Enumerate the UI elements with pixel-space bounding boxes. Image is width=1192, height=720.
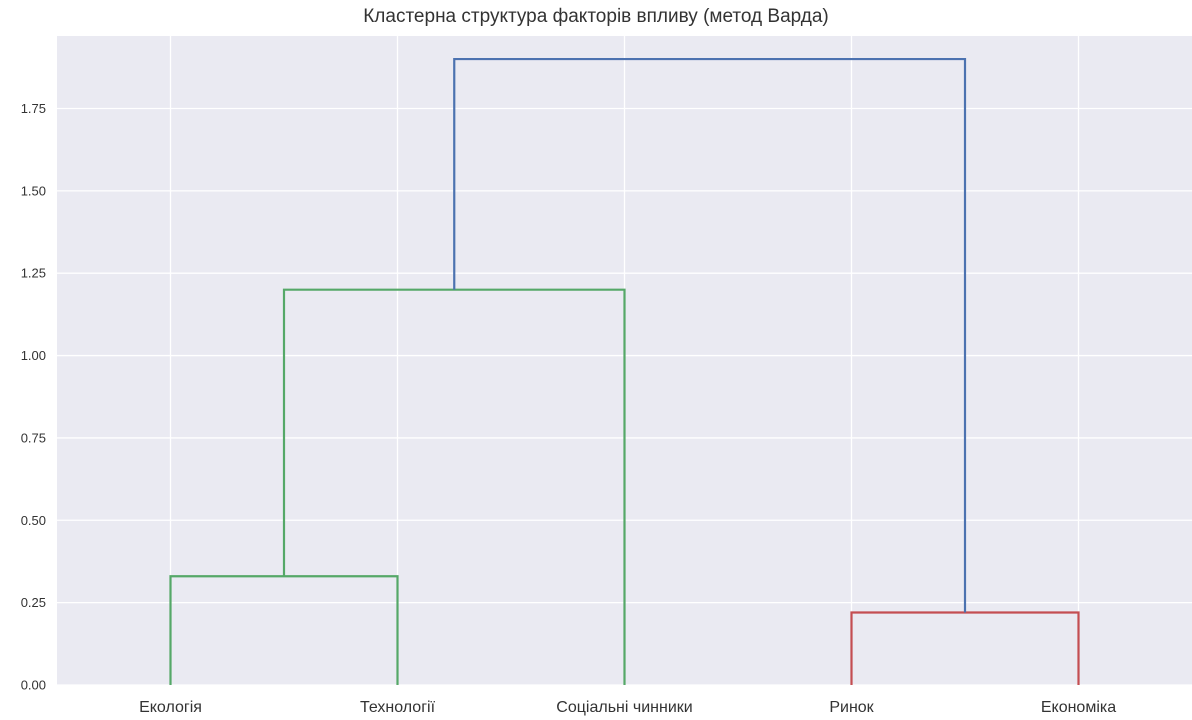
y-tick-label: 1.25 bbox=[21, 266, 46, 281]
y-tick-label: 0.75 bbox=[21, 430, 46, 445]
y-axis: 0.00 0.25 0.50 0.75 1.00 1.25 1.50 1.75 bbox=[21, 101, 46, 693]
x-tick-label: Технології bbox=[360, 699, 436, 716]
dendrogram-link bbox=[453, 57, 967, 613]
x-tick-label: Соціальні чинники bbox=[556, 699, 692, 716]
dendrogram-links bbox=[169, 57, 1080, 685]
x-tick-label: Ринок bbox=[829, 699, 874, 716]
x-tick-label: Економіка bbox=[1041, 699, 1116, 716]
y-tick-label: 1.50 bbox=[21, 183, 46, 198]
y-tick-label: 0.00 bbox=[21, 678, 46, 693]
x-axis: Екологія Технології Соціальні чинники Ринок… bbox=[139, 699, 1116, 716]
x-tick-label: Екологія bbox=[139, 699, 202, 716]
y-tick-label: 1.75 bbox=[21, 101, 46, 116]
y-tick-label: 0.50 bbox=[21, 513, 46, 528]
y-tick-label: 0.25 bbox=[21, 595, 46, 610]
y-tick-label: 1.00 bbox=[21, 348, 46, 363]
chart-title: Кластерна структура факторів впливу (мет… bbox=[363, 6, 829, 27]
